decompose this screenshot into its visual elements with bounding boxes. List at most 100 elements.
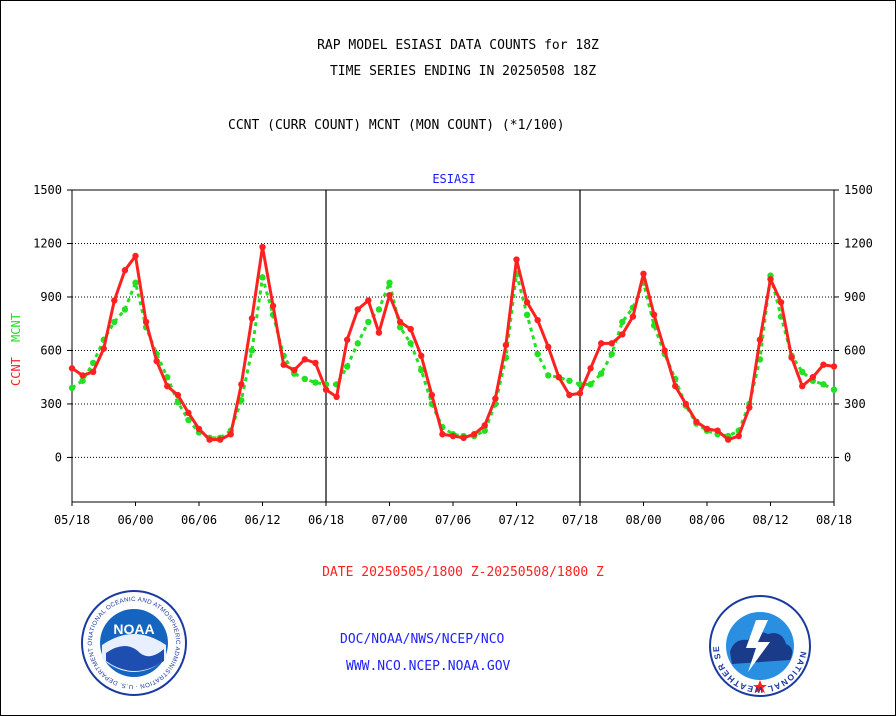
x-tick-label: 08/06: [689, 513, 725, 527]
x-tick-label: 06/12: [244, 513, 280, 527]
y-tick-label-left: 900: [40, 290, 62, 304]
ccnt-point: [301, 356, 309, 363]
mcnt-point: [597, 370, 605, 377]
ccnt-point: [809, 374, 817, 381]
ccnt-point: [513, 256, 520, 263]
y-tick-label-left: 600: [40, 343, 62, 357]
ccnt-point: [661, 347, 668, 354]
ccnt-point: [502, 341, 510, 349]
mcnt-point: [259, 274, 266, 281]
ccnt-point: [216, 436, 224, 443]
ccnt-point: [322, 386, 330, 393]
plot-border: [71, 189, 835, 503]
mcnt-point: [375, 306, 383, 313]
y-axis-label-mcnt: MCNT: [9, 313, 23, 342]
ccnt-point: [238, 381, 245, 388]
ccnt-point: [746, 404, 753, 411]
ccnt-point: [470, 431, 478, 438]
ccnt-point: [111, 297, 118, 304]
ccnt-point: [756, 336, 764, 343]
ccnt-point: [100, 345, 107, 352]
ccnt-point: [248, 315, 256, 322]
y-tick-label-right: 900: [844, 290, 866, 304]
ccnt-point: [206, 436, 213, 443]
mcnt-point: [830, 386, 838, 393]
ccnt-point: [354, 306, 361, 313]
x-tick-label: 07/06: [435, 513, 471, 527]
mcnt-point: [534, 350, 541, 358]
ccnt-point: [365, 297, 372, 304]
mcnt-point: [301, 375, 309, 383]
ccnt-point: [291, 366, 298, 374]
x-tick-label: 08/00: [625, 513, 661, 527]
ccnt-point: [693, 418, 700, 425]
ccnt-point: [428, 391, 436, 399]
mcnt-point: [79, 377, 86, 384]
ccnt-point: [375, 329, 383, 336]
chart-subtitle: CCNT (CURR COUNT) MCNT (MON COUNT) (*1/1…: [228, 118, 565, 133]
noaa-logo-text: NOAA: [113, 621, 154, 637]
ccnt-point: [418, 352, 425, 360]
date-range-label: DATE 20250505/1800 Z-20250508/1800 Z: [322, 565, 604, 580]
ccnt-point: [682, 400, 690, 408]
credit-org-link: DOC/NOAA/NWS/NCEP/NCO: [340, 632, 505, 647]
ccnt-point: [132, 252, 139, 260]
mcnt-point: [820, 381, 827, 388]
ccnt-point: [672, 382, 679, 390]
ccnt-point: [333, 393, 340, 401]
ccnt-point: [735, 432, 742, 440]
mcnt-point: [566, 377, 573, 384]
mcnt-point: [132, 279, 139, 286]
ccnt-point: [597, 340, 605, 347]
mcnt-point: [481, 427, 488, 434]
ccnt-point: [343, 336, 351, 343]
mcnt-point: [418, 366, 425, 374]
ccnt-point: [174, 391, 182, 399]
mcnt-point: [799, 368, 806, 376]
nws-logo-icon: NATIONAL WEATHER SERVICE: [708, 594, 811, 697]
ccnt-point: [587, 365, 594, 372]
ccnt-point: [121, 267, 129, 274]
ccnt-point: [714, 427, 721, 434]
mcnt-point: [407, 340, 414, 347]
mcnt-point: [396, 324, 404, 331]
ccnt-point: [407, 325, 414, 333]
mcnt-point: [343, 363, 351, 370]
credit-website-link[interactable]: WWW.NCO.NCEP.NOAA.GOV: [346, 659, 511, 674]
mcnt-point: [587, 381, 594, 388]
mcnt-point: [354, 340, 361, 347]
ccnt-point: [619, 331, 626, 338]
mcnt-point: [68, 384, 76, 392]
ccnt-point: [439, 431, 446, 438]
ccnt-point: [703, 425, 711, 433]
y-tick-label-right: 600: [844, 343, 866, 357]
ccnt-point: [545, 343, 552, 351]
y-tick-label-right: 1200: [844, 236, 873, 250]
x-tick-label: 08/12: [752, 513, 788, 527]
ccnt-point: [566, 391, 573, 399]
x-tick-label: 07/18: [562, 513, 598, 527]
ccnt-point: [227, 431, 234, 438]
chart-title-line-2: TIME SERIES ENDING IN 20250508 18Z: [329, 64, 597, 79]
ccnt-point: [523, 299, 531, 306]
ccnt-point: [492, 395, 499, 402]
y-tick-label-left: 300: [40, 397, 62, 411]
mcnt-point: [365, 318, 372, 326]
y-tick-label-left: 1200: [33, 236, 62, 250]
mcnt-point: [312, 379, 319, 386]
y-axis-label-ccnt: CCNT: [9, 357, 23, 386]
ccnt-point: [650, 311, 658, 318]
mcnt-point: [111, 318, 118, 326]
mcnt-point: [121, 306, 129, 313]
ccnt-point: [608, 340, 615, 347]
mcnt-point: [608, 350, 615, 358]
ccnt-point: [640, 270, 647, 277]
ccnt-point: [576, 390, 584, 397]
tick-labels: 0 0 300 300 600 600 900 900 1200 1200 1500 1500 05/1…: [9, 183, 873, 527]
mcnt-point: [185, 416, 192, 424]
ccnt-point: [629, 313, 637, 320]
mcnt-point: [248, 347, 256, 354]
ccnt-point: [68, 365, 76, 372]
ccnt-point: [724, 436, 732, 443]
